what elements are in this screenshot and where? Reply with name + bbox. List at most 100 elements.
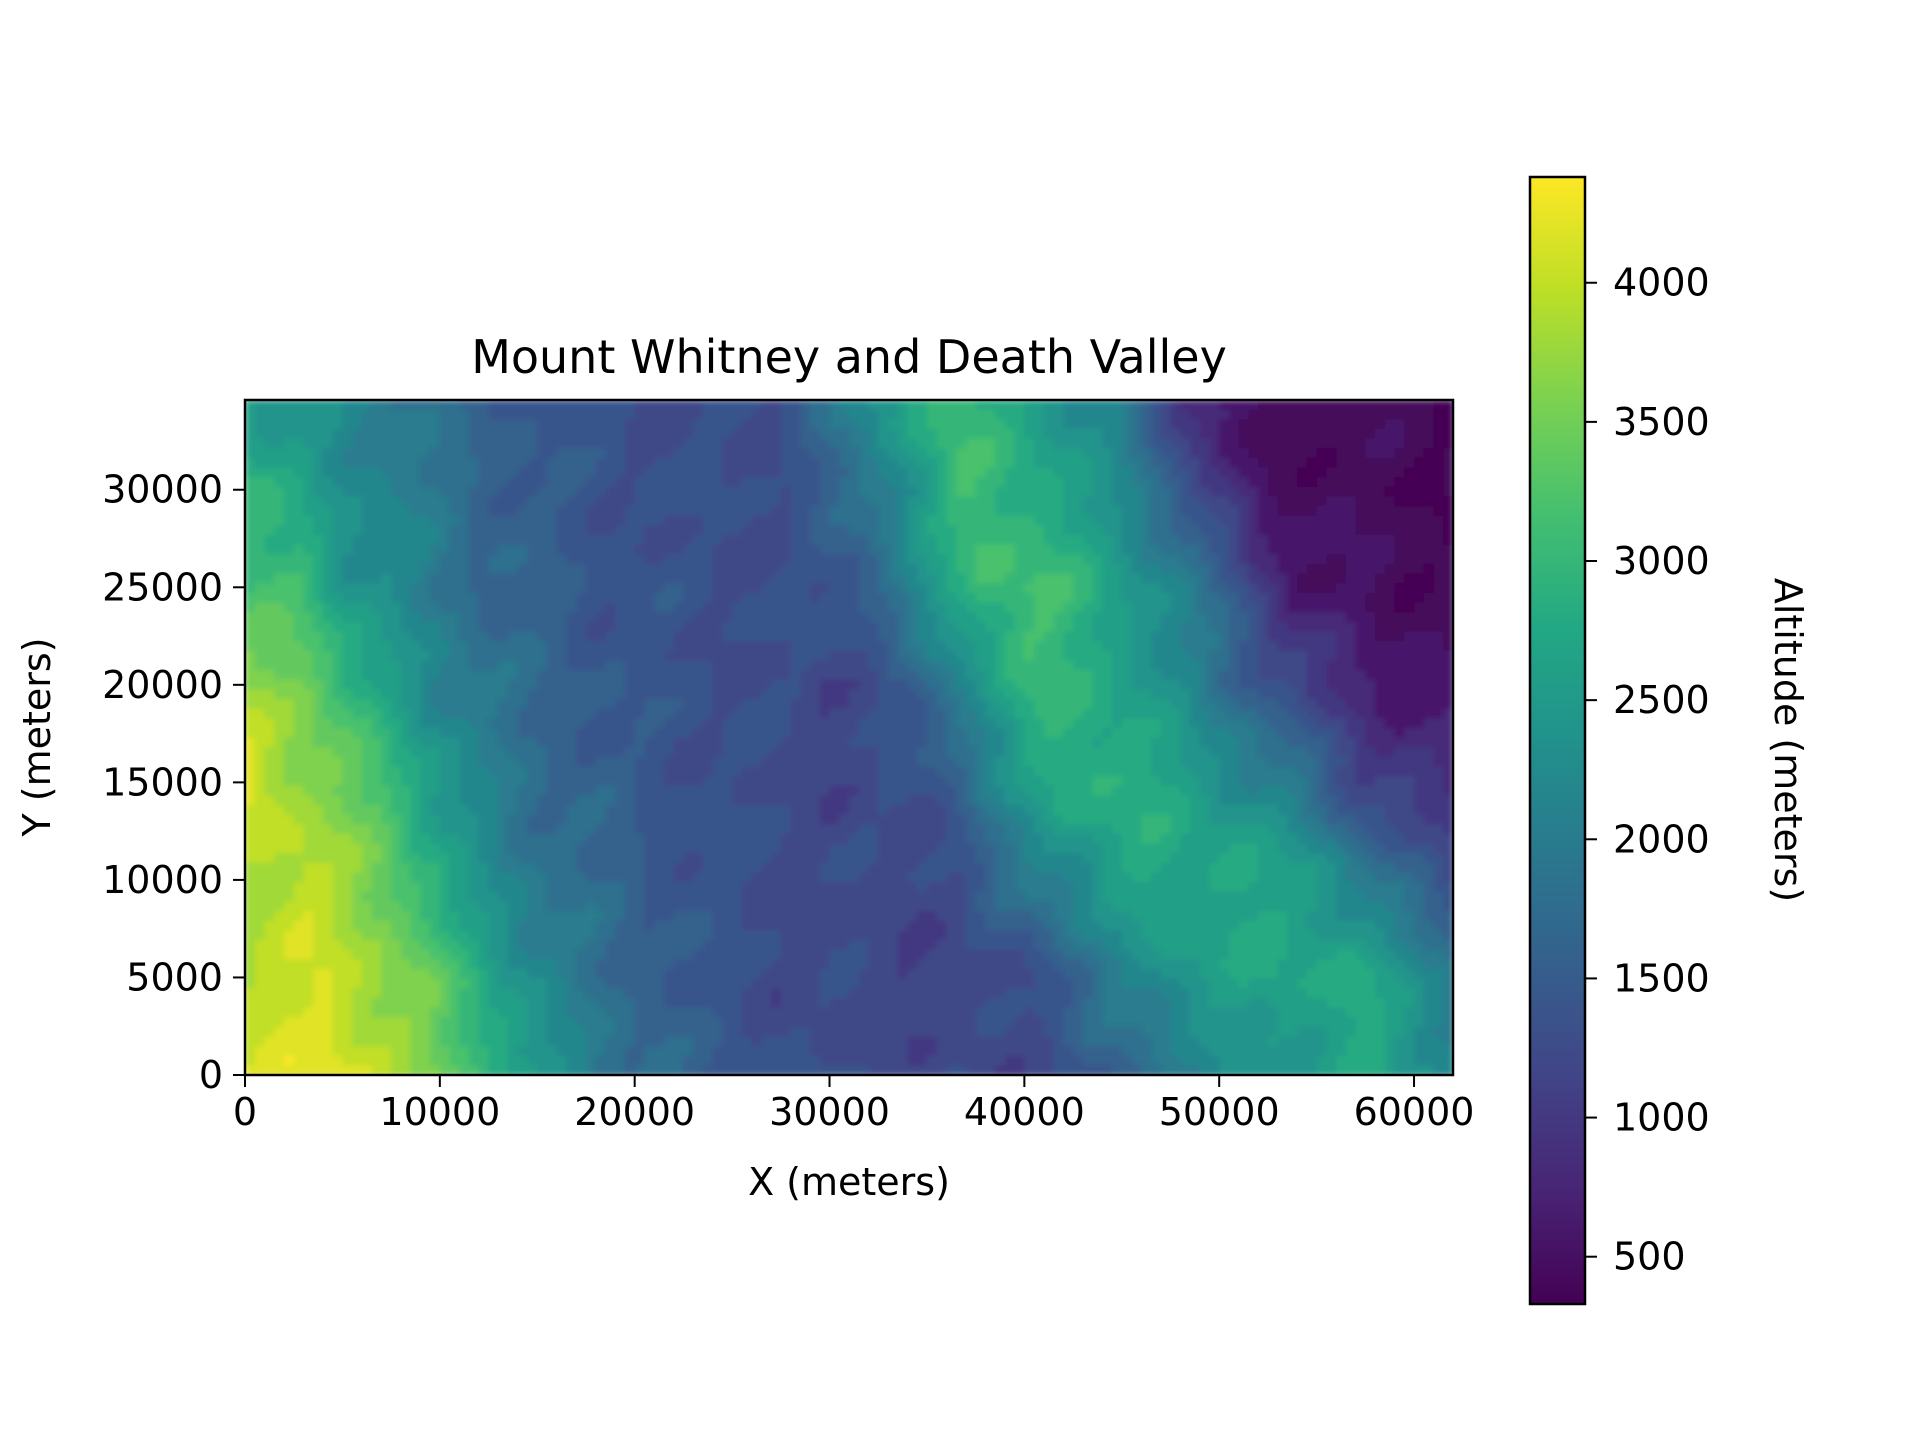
heatmap-cell xyxy=(1384,535,1396,546)
heatmap-cell xyxy=(878,631,889,642)
heatmap-cell xyxy=(1316,776,1328,787)
heatmap-cell xyxy=(1121,718,1133,729)
heatmap-cell xyxy=(439,457,451,469)
heatmap-cell xyxy=(936,718,948,729)
heatmap-cell xyxy=(887,525,899,536)
heatmap-cell xyxy=(829,544,841,556)
heatmap-cell xyxy=(313,631,324,642)
heatmap-cell xyxy=(439,670,451,681)
heatmap-cell xyxy=(488,506,500,517)
heatmap-cell xyxy=(1209,525,1220,536)
heatmap-cell xyxy=(576,525,587,536)
heatmap-cell xyxy=(683,438,694,450)
heatmap-cell xyxy=(1433,428,1445,440)
heatmap-cell xyxy=(1443,563,1453,575)
heatmap-cell xyxy=(1141,766,1152,777)
heatmap-cell xyxy=(1073,650,1084,662)
heatmap-cell xyxy=(1394,467,1406,478)
heatmap-cell xyxy=(566,409,578,421)
heatmap-cell xyxy=(342,525,353,536)
heatmap-cell xyxy=(527,525,539,536)
heatmap-cell xyxy=(965,698,977,710)
heatmap-cell xyxy=(1034,698,1045,710)
heatmap-cell xyxy=(1433,419,1445,430)
heatmap-cell xyxy=(322,718,334,729)
heatmap-cell xyxy=(1219,641,1230,652)
heatmap-cell xyxy=(624,602,636,613)
heatmap-cell xyxy=(800,525,811,536)
heatmap-cell xyxy=(868,448,880,459)
heatmap-cell xyxy=(761,766,772,777)
heatmap-cell xyxy=(780,409,792,421)
heatmap-cell xyxy=(1043,409,1055,421)
heatmap-cell xyxy=(1277,592,1289,604)
heatmap-cell xyxy=(1316,727,1328,739)
heatmap-cell xyxy=(1092,535,1104,546)
heatmap-cell xyxy=(245,747,256,758)
heatmap-cell xyxy=(1102,525,1113,536)
heatmap-cell xyxy=(663,737,675,748)
heatmap-cell xyxy=(537,506,548,517)
heatmap-cell xyxy=(566,776,578,787)
heatmap-cell xyxy=(1092,400,1104,411)
heatmap-cell xyxy=(264,554,276,565)
heatmap-cell xyxy=(712,698,724,710)
heatmap-cell xyxy=(868,776,880,787)
heatmap-cell xyxy=(391,438,402,450)
heatmap-cell xyxy=(858,631,870,642)
heatmap-cell xyxy=(391,506,402,517)
heatmap-cell xyxy=(527,428,539,440)
heatmap-cell xyxy=(849,718,860,729)
heatmap-cell xyxy=(1277,766,1289,777)
heatmap-cell xyxy=(1345,486,1357,498)
heatmap-cell xyxy=(868,486,880,498)
heatmap-cell xyxy=(644,708,655,720)
heatmap-cell xyxy=(1267,689,1279,700)
heatmap-cell xyxy=(1063,602,1074,613)
heatmap-cell xyxy=(1287,641,1298,652)
heatmap-cell xyxy=(819,650,831,662)
heatmap-cell xyxy=(1345,766,1357,777)
heatmap-cell xyxy=(1063,670,1074,681)
heatmap-cell xyxy=(381,419,392,430)
heatmap-cell xyxy=(1414,477,1425,488)
heatmap-cell xyxy=(702,679,714,691)
heatmap-cell xyxy=(371,496,383,507)
heatmap-cell xyxy=(1082,602,1094,613)
heatmap-cell xyxy=(1121,766,1133,777)
heatmap-cell xyxy=(1121,737,1133,748)
heatmap-cell xyxy=(771,737,782,748)
heatmap-cell xyxy=(459,496,470,507)
heatmap-cell xyxy=(488,496,500,507)
heatmap-cell xyxy=(537,525,548,536)
heatmap-cell xyxy=(1102,621,1113,633)
heatmap-cell xyxy=(391,621,402,633)
heatmap-cell xyxy=(508,602,519,613)
heatmap-cell xyxy=(732,477,743,488)
heatmap-cell xyxy=(887,776,899,787)
heatmap-cell xyxy=(245,737,256,748)
heatmap-cell xyxy=(1199,708,1211,720)
heatmap-cell xyxy=(1297,544,1308,556)
heatmap-cell xyxy=(741,544,753,556)
heatmap-cell xyxy=(1209,679,1220,691)
heatmap-cell xyxy=(1306,747,1318,758)
heatmap-cell xyxy=(975,457,987,469)
heatmap-cell xyxy=(1043,718,1055,729)
heatmap-cell xyxy=(849,776,860,787)
heatmap-cell xyxy=(322,737,334,748)
heatmap-cell xyxy=(381,428,392,440)
heatmap-cell xyxy=(673,419,685,430)
heatmap-cell xyxy=(1121,419,1133,430)
heatmap-cell xyxy=(956,419,967,430)
heatmap-cell xyxy=(1258,631,1269,642)
heatmap-cell xyxy=(673,496,685,507)
heatmap-cell xyxy=(556,409,568,421)
heatmap-cell xyxy=(1180,670,1191,681)
heatmap-cell xyxy=(459,612,470,623)
heatmap-cell xyxy=(293,766,305,777)
heatmap-cell xyxy=(303,660,314,671)
heatmap-cell xyxy=(839,438,850,450)
heatmap-cell xyxy=(342,718,353,729)
heatmap-cell xyxy=(1043,535,1055,546)
